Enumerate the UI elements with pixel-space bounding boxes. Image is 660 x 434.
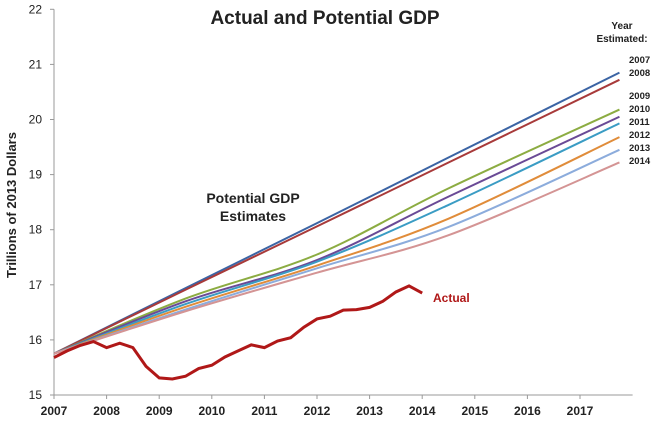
x-tick-label: 2008 [93,404,120,418]
y-tick-label: 18 [29,223,43,237]
x-tick-label: 2011 [251,404,277,418]
series-line-2014 [53,161,620,355]
y-tick-label: 22 [29,2,43,16]
x-tick-label: 2016 [514,404,541,418]
series-line-actual [53,284,423,381]
series-line-2010 [53,115,620,355]
legend-label-2007: 2007 [629,55,650,66]
legend-label-2008: 2008 [629,68,650,79]
potential-gdp-annotation: Potential GDP Estimates [206,190,299,224]
y-tick-label: 17 [29,278,43,292]
series-line-2013 [53,148,620,355]
x-tick-label: 2017 [567,404,594,418]
x-tick-label: 2009 [146,404,173,418]
series-line-2012 [53,136,620,355]
legend-label-2013: 2013 [629,143,650,154]
x-tick-label: 2015 [461,404,488,418]
y-tick-label: 15 [29,388,43,402]
y-tick-label: 19 [29,168,43,182]
x-tick-label: 2012 [304,404,331,418]
x-tick-label: 2007 [41,404,68,418]
legend-label-2011: 2011 [629,117,650,128]
chart-title: Actual and Potential GDP [210,8,439,29]
legend-title: Year Estimated: [596,21,647,45]
x-tick-label: 2013 [356,404,383,418]
legend-label-2012: 2012 [629,130,650,141]
y-tick-label: 21 [29,57,43,71]
legend-label-2014: 2014 [629,156,651,167]
y-tick-label: 16 [29,333,43,347]
series-line-2007 [53,71,620,355]
series-line-2011 [53,122,620,355]
legend-label-2010: 2010 [629,104,650,115]
actual-label: Actual [433,291,470,305]
x-tick-label: 2010 [198,404,225,418]
x-tick-label: 2014 [409,404,436,418]
y-axis-label: Trillions of 2013 Dollars [4,132,19,278]
legend-label-2009: 2009 [629,91,650,102]
y-tick-label: 20 [29,113,43,127]
series-line-2009 [53,108,620,355]
series-line-2008 [53,78,620,355]
